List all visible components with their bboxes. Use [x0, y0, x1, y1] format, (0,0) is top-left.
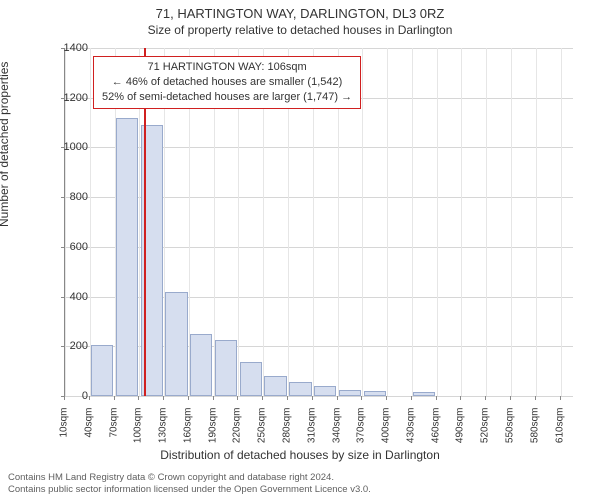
x-tick-mark: [337, 396, 338, 400]
x-tick-mark: [361, 396, 362, 400]
y-tick-label: 0: [48, 390, 88, 402]
x-tick-mark: [213, 396, 214, 400]
x-tick-mark: [312, 396, 313, 400]
x-tick-mark: [510, 396, 511, 400]
histogram-bar: [364, 391, 386, 396]
x-tick-mark: [386, 396, 387, 400]
x-tick-mark: [411, 396, 412, 400]
info-box: 71 HARTINGTON WAY: 106sqm← 46% of detach…: [93, 56, 361, 109]
x-tick-mark: [262, 396, 263, 400]
histogram-bar: [215, 340, 237, 396]
plot-area: 71 HARTINGTON WAY: 106sqm← 46% of detach…: [64, 48, 573, 397]
x-tick-mark: [114, 396, 115, 400]
histogram-bar: [165, 292, 187, 396]
x-tick-mark: [188, 396, 189, 400]
attribution-text: Contains HM Land Registry data © Crown c…: [8, 472, 371, 496]
grid-line: [387, 48, 388, 396]
y-axis-title: Number of detached properties: [0, 62, 11, 227]
histogram-bar: [240, 362, 262, 396]
histogram-bar: [91, 345, 113, 396]
info-line-3: 52% of semi-detached houses are larger (…: [102, 90, 352, 105]
histogram-bar: [314, 386, 336, 396]
y-tick-label: 1000: [48, 141, 88, 153]
x-tick-mark: [485, 396, 486, 400]
x-axis-title: Distribution of detached houses by size …: [0, 448, 600, 462]
grid-line: [461, 48, 462, 396]
histogram-bar: [264, 376, 286, 396]
histogram-bar: [116, 118, 138, 396]
x-tick-mark: [64, 396, 65, 400]
grid-line: [65, 48, 573, 49]
x-tick-mark: [89, 396, 90, 400]
y-tick-label: 200: [48, 340, 88, 352]
histogram-bar: [289, 382, 311, 396]
y-tick-label: 400: [48, 291, 88, 303]
grid-line: [486, 48, 487, 396]
info-line-1: 71 HARTINGTON WAY: 106sqm: [102, 60, 352, 75]
grid-line: [536, 48, 537, 396]
x-tick-mark: [460, 396, 461, 400]
x-tick-mark: [237, 396, 238, 400]
y-tick-label: 800: [48, 191, 88, 203]
y-tick-label: 600: [48, 241, 88, 253]
histogram-bar: [339, 390, 361, 396]
histogram-bar: [190, 334, 212, 396]
attribution-line-2: Contains public sector information licen…: [8, 484, 371, 495]
grid-line: [561, 48, 562, 396]
x-tick-mark: [560, 396, 561, 400]
chart-container: 71, HARTINGTON WAY, DARLINGTON, DL3 0RZ …: [0, 0, 600, 500]
x-tick-mark: [535, 396, 536, 400]
grid-line: [412, 48, 413, 396]
grid-line: [511, 48, 512, 396]
grid-line: [437, 48, 438, 396]
chart-title: 71, HARTINGTON WAY, DARLINGTON, DL3 0RZ: [0, 0, 600, 21]
x-tick-mark: [436, 396, 437, 400]
x-tick-mark: [287, 396, 288, 400]
histogram-bar: [413, 392, 435, 396]
grid-line: [65, 396, 573, 397]
x-tick-mark: [163, 396, 164, 400]
attribution-line-1: Contains HM Land Registry data © Crown c…: [8, 472, 334, 483]
info-line-2: ← 46% of detached houses are smaller (1,…: [102, 75, 352, 90]
chart-subtitle: Size of property relative to detached ho…: [0, 21, 600, 37]
grid-line: [90, 48, 91, 396]
y-tick-label: 1200: [48, 92, 88, 104]
grid-line: [362, 48, 363, 396]
x-tick-mark: [138, 396, 139, 400]
y-tick-label: 1400: [48, 42, 88, 54]
